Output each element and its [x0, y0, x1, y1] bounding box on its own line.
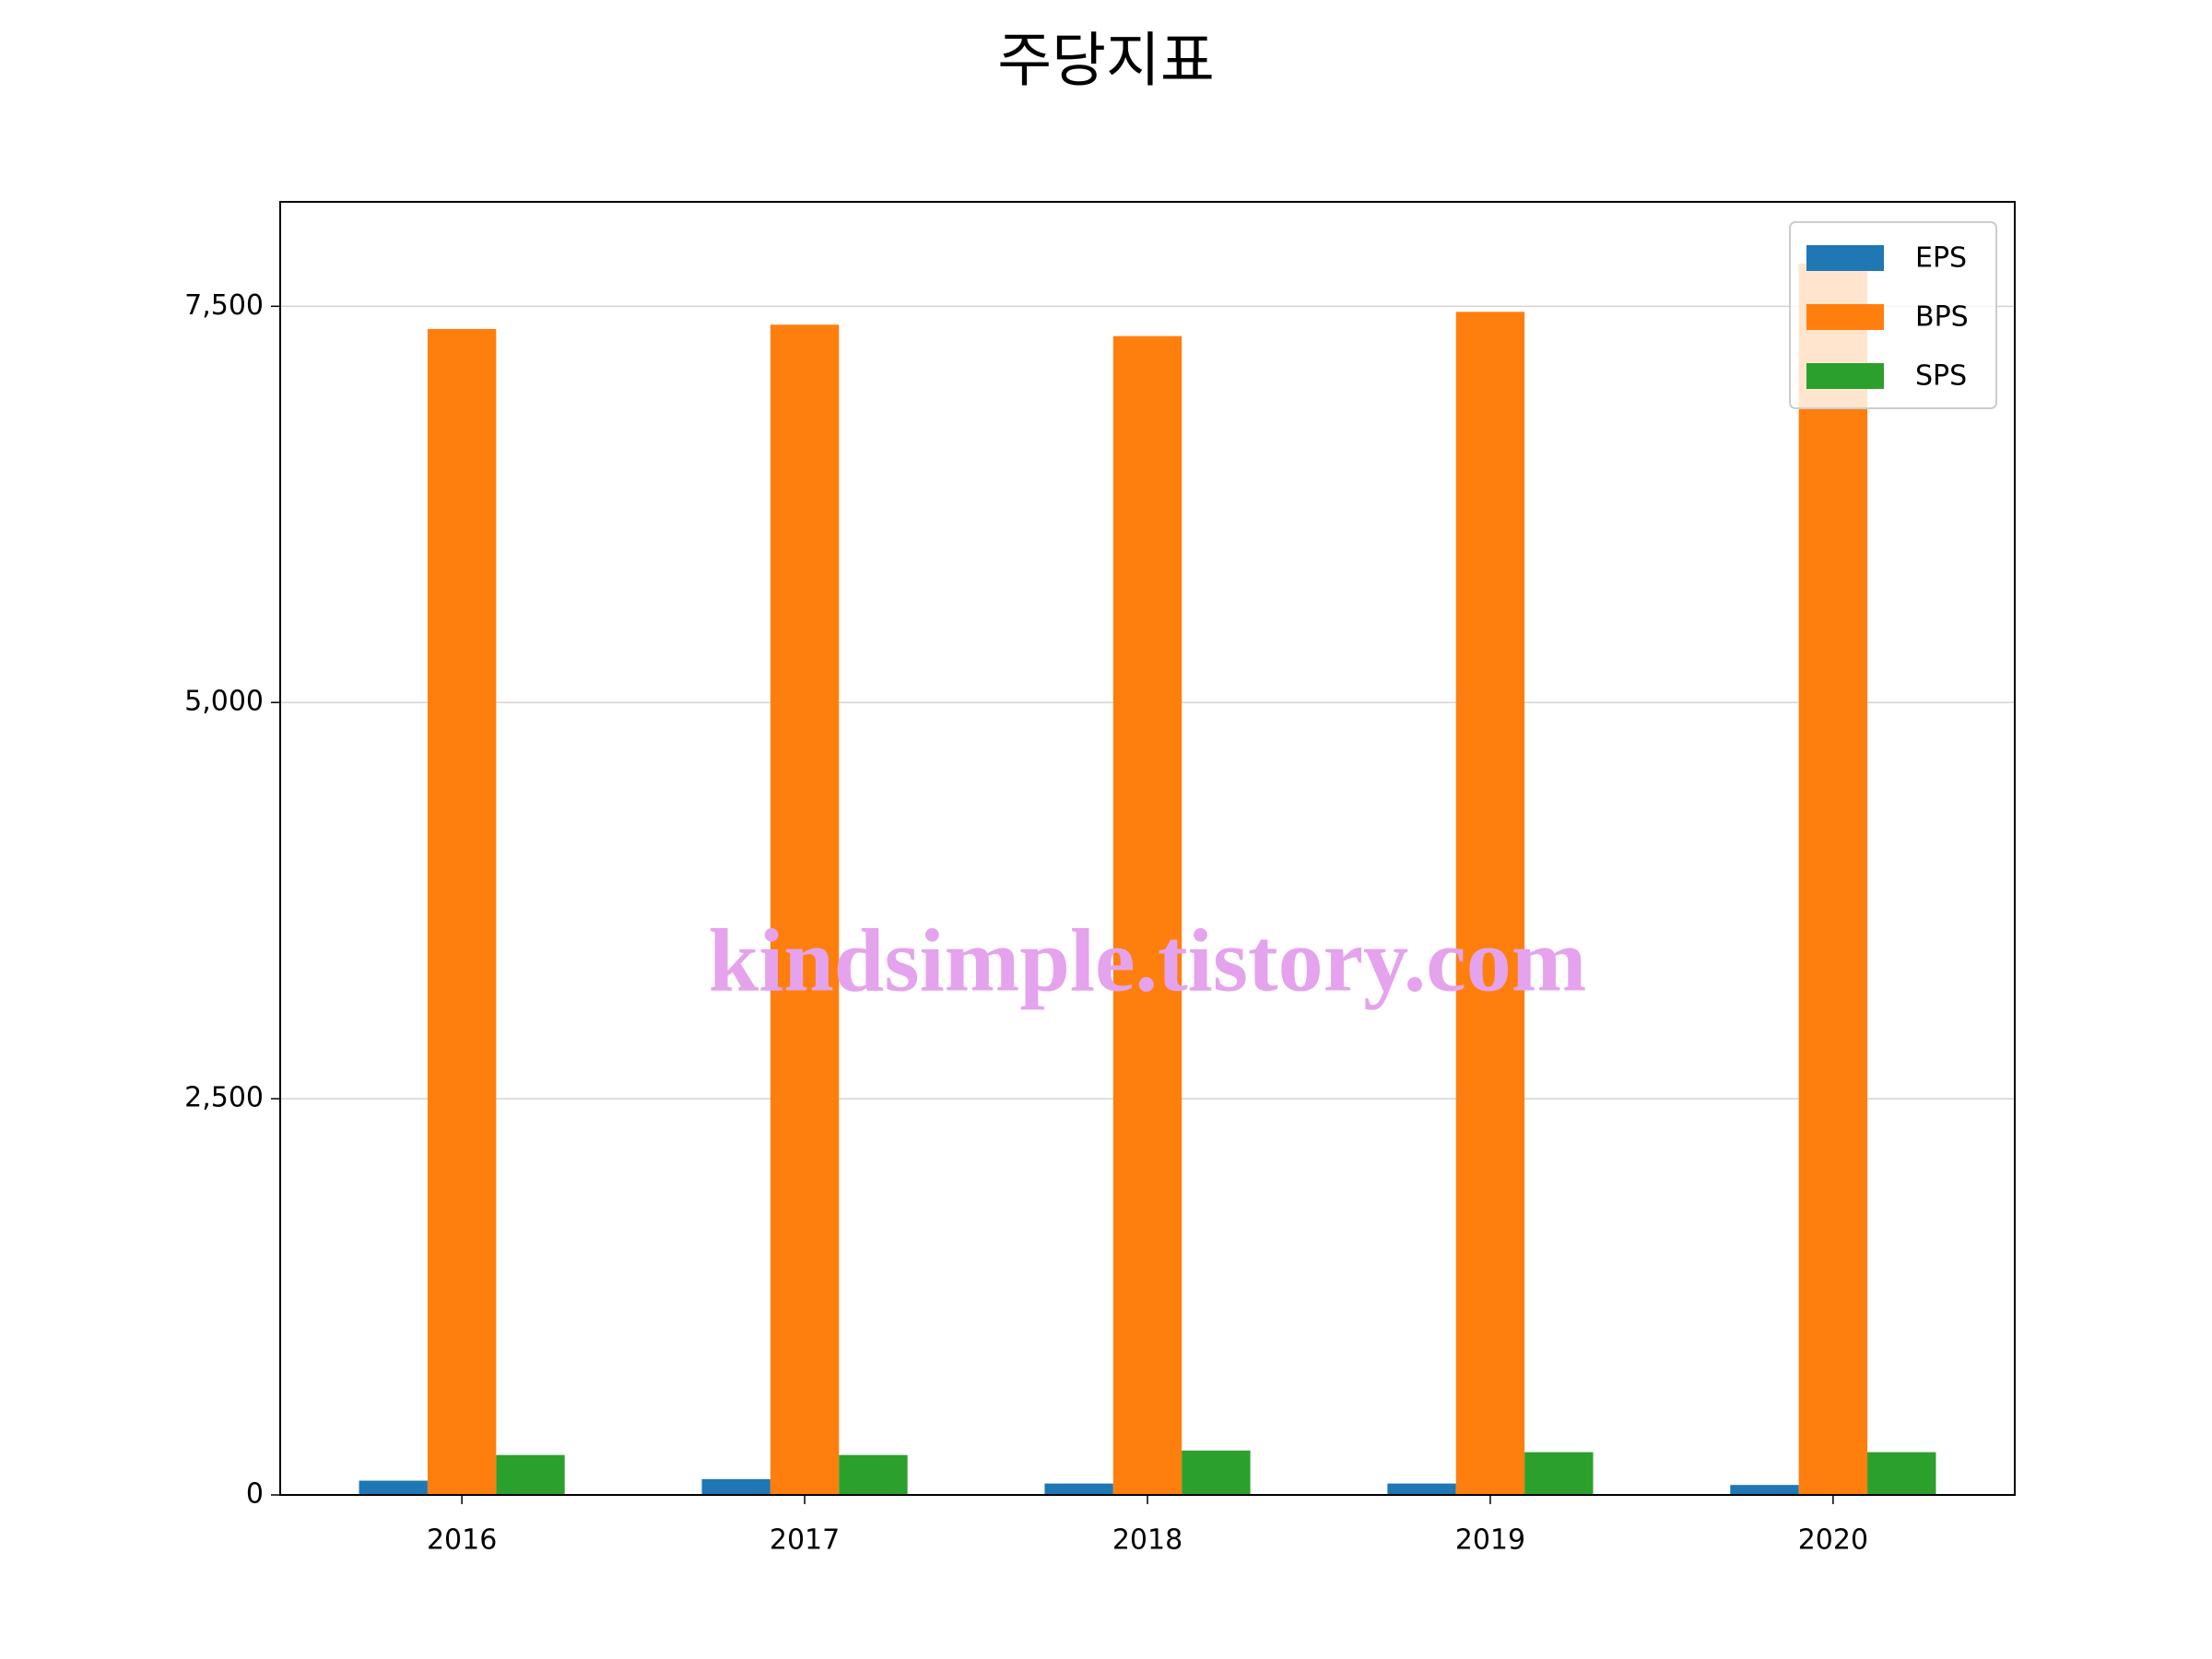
legend-label: SPS [1915, 360, 1967, 393]
axes-frame [279, 201, 2016, 1496]
y-tick-label: 5,000 [184, 686, 264, 718]
watermark: kindsimple.tistory.com [709, 911, 1587, 1010]
bar [1867, 1452, 1936, 1495]
bar [701, 1478, 771, 1495]
bar [839, 1454, 908, 1495]
bar [1730, 1485, 1799, 1495]
legend-swatch [1806, 304, 1884, 330]
bar [1182, 1450, 1251, 1495]
bar [496, 1454, 565, 1495]
legend-swatch [1806, 245, 1884, 271]
bar [359, 1480, 428, 1495]
bar [770, 324, 840, 1495]
x-tick-label: 2016 [427, 1524, 497, 1557]
legend-swatch [1806, 363, 1884, 389]
x-tick-label: 2019 [1455, 1524, 1525, 1557]
x-tick-label: 2020 [1798, 1524, 1868, 1557]
bar [1112, 335, 1182, 1495]
y-tick-label: 7,500 [184, 289, 264, 322]
bar [1798, 263, 1868, 1496]
bar [1524, 1452, 1594, 1495]
bar [1044, 1483, 1113, 1495]
y-tick-label: 2,500 [184, 1082, 264, 1114]
legend-label: EPS [1915, 242, 1967, 275]
bar [1387, 1483, 1456, 1495]
chart-title: 주당지표 [997, 28, 1215, 96]
x-tick-label: 2018 [1112, 1524, 1182, 1557]
y-tick-label: 0 [246, 1478, 264, 1511]
bar [427, 328, 497, 1495]
x-tick-label: 2017 [770, 1524, 840, 1557]
legend-label: BPS [1915, 301, 1969, 334]
bar [1455, 312, 1525, 1496]
